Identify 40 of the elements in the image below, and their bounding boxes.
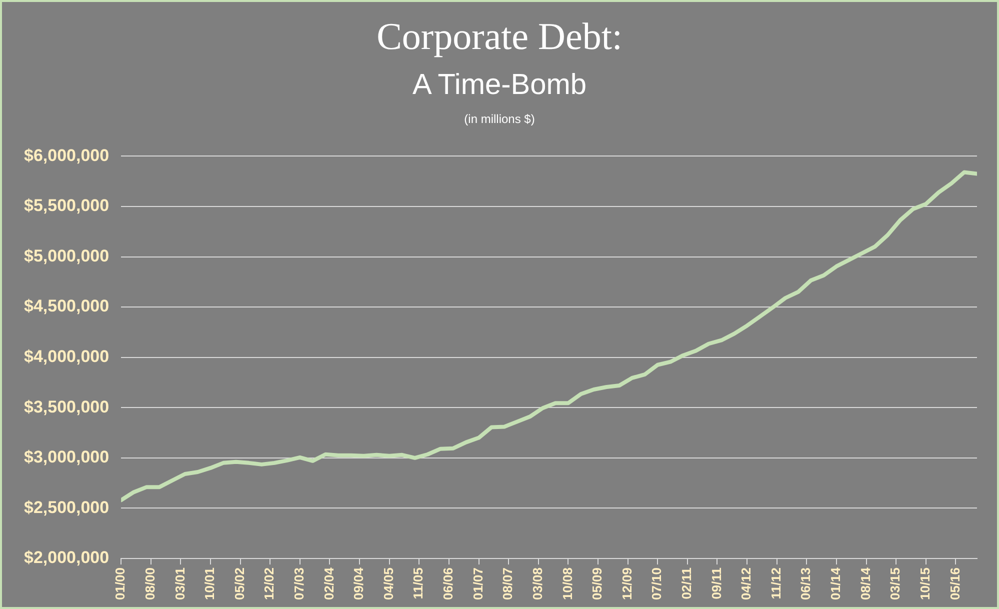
y-tick-label: $2,500,000 — [24, 498, 110, 517]
y-tick-label: $4,500,000 — [24, 296, 110, 316]
x-tick-label: 02/04 — [321, 566, 336, 600]
x-tick-label: 03/01 — [172, 567, 188, 600]
x-tick-label: 03/15 — [888, 567, 903, 600]
x-tick-label: 05/02 — [232, 567, 247, 600]
x-tick-label: 05/16 — [947, 567, 962, 600]
y-tick-label: $2,000,000 — [24, 548, 110, 568]
x-tick-label: 04/05 — [380, 567, 396, 600]
chart-subtitle: (in millions $) — [463, 112, 536, 126]
x-tick-label: 07/03 — [292, 567, 307, 600]
y-tick-label: $6,000,000 — [24, 146, 110, 165]
x-tick-label: 08/00 — [142, 567, 158, 600]
y-tick-label: $3,500,000 — [24, 397, 110, 416]
x-tick-label: 11/12 — [768, 567, 784, 600]
x-tick-label: 01/00 — [112, 567, 128, 600]
x-tick-label: 03/08 — [530, 567, 545, 600]
x-tick-label: 08/14 — [858, 566, 873, 600]
x-tick-label: 10/08 — [560, 567, 575, 600]
x-tick-label: 04/12 — [738, 567, 754, 600]
x-tick-label: 07/10 — [649, 567, 664, 600]
y-tick-label: $5,000,000 — [24, 246, 110, 266]
x-tick-label: 11/05 — [410, 567, 426, 600]
x-tick-label: 01/14 — [828, 566, 844, 600]
x-tick-label: 12/09 — [619, 567, 634, 600]
x-tick-label: 09/11 — [708, 567, 724, 600]
x-tick-label: 10/15 — [917, 567, 932, 600]
chart-title: Corporate Debt: A Time-Bomb — [376, 16, 624, 102]
x-tick-label: 12/02 — [262, 567, 277, 600]
y-tick-label: $5,500,000 — [24, 196, 110, 216]
x-tick-label: 06/06 — [440, 567, 456, 600]
x-tick-label: 02/11 — [679, 567, 694, 600]
y-tick-label: $4,000,000 — [24, 347, 110, 366]
x-tick-label: 05/09 — [590, 567, 605, 600]
x-tick-label: 06/13 — [798, 567, 814, 600]
y-tick-label: $3,000,000 — [24, 448, 110, 467]
x-tick-label: 01/07 — [470, 567, 486, 600]
x-tick-label: 10/01 — [202, 567, 218, 600]
x-tick-label: 08/07 — [500, 567, 516, 600]
x-tick-label: 09/04 — [351, 566, 366, 600]
